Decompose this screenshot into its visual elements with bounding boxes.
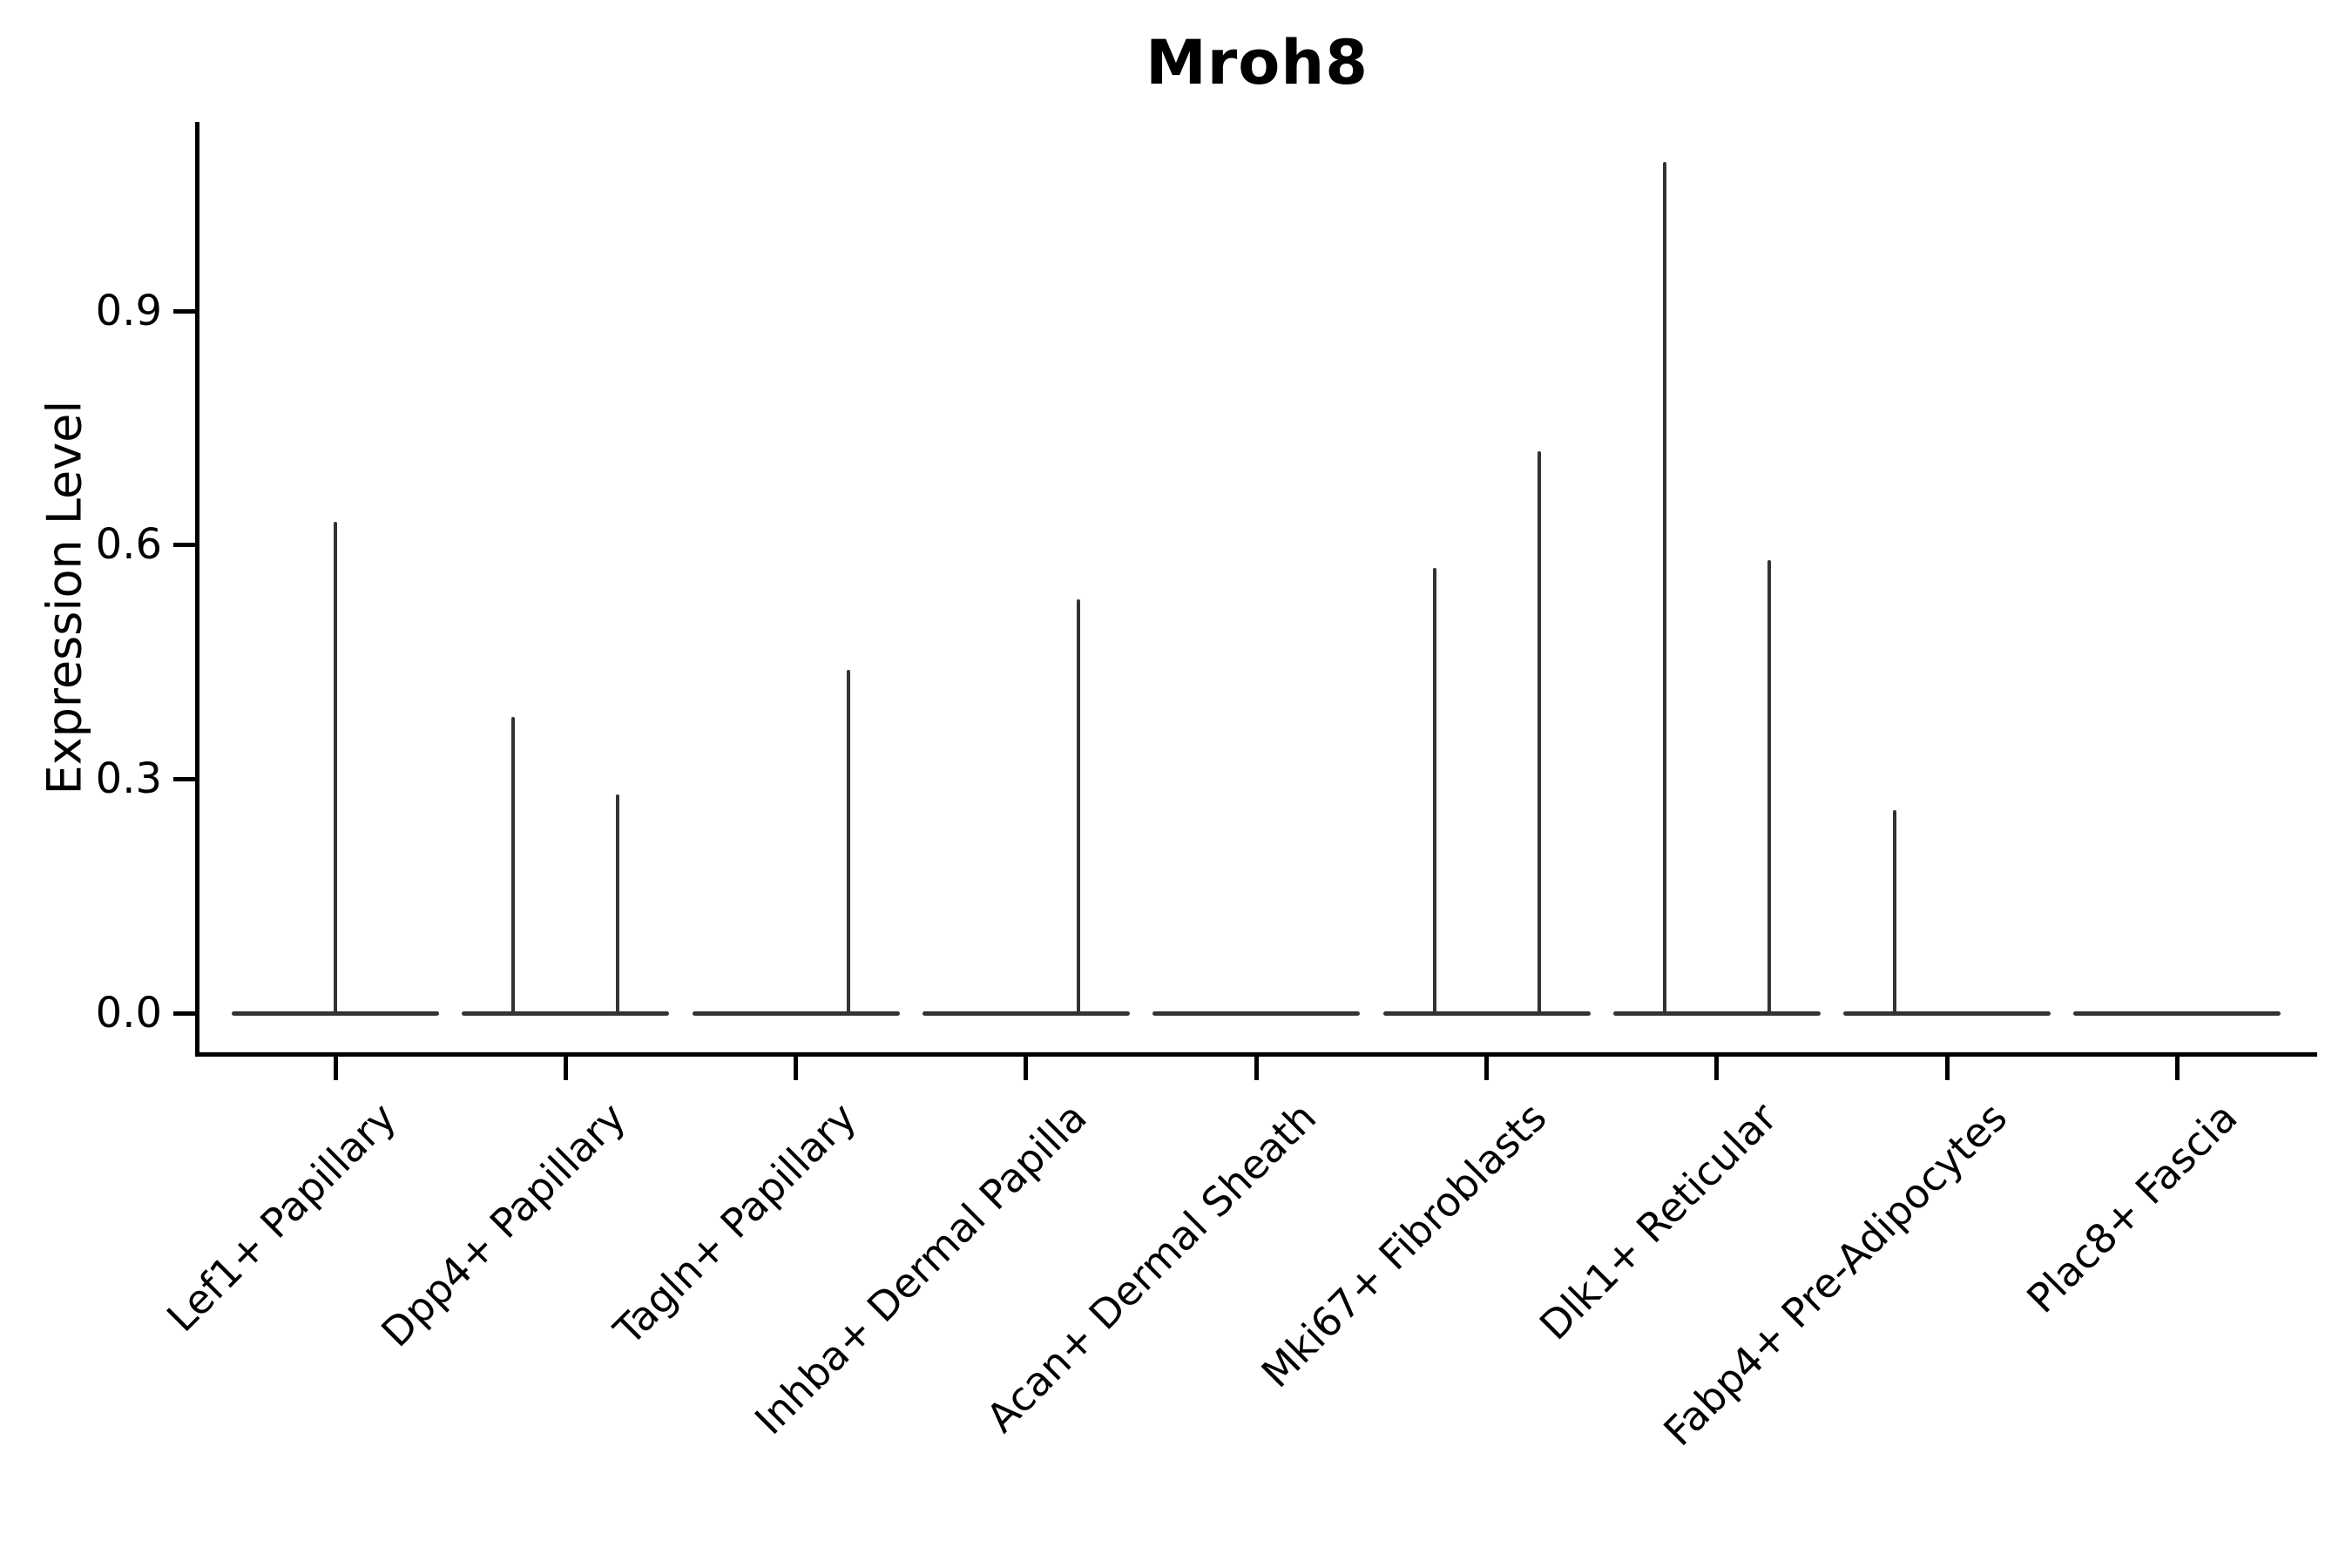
y-axis-line [195, 122, 199, 1057]
x-tick-label: Dpp4+ Papillary [372, 1093, 635, 1356]
x-tick-label: Dlk1+ Reticular [1531, 1093, 1787, 1349]
y-tick-label: 0.9 [95, 286, 162, 335]
x-tick [1944, 1057, 1950, 1080]
violin-spike [1662, 162, 1666, 1013]
violin-spike [846, 669, 850, 1013]
violin-baseline [1612, 1010, 1821, 1016]
violin-spike [1893, 810, 1897, 1013]
x-tick-label: Tagln+ Papillary [605, 1093, 866, 1355]
x-tick [563, 1057, 568, 1080]
violin-baseline [1843, 1010, 2051, 1016]
y-tick-label: 0.6 [95, 520, 162, 570]
x-tick [1024, 1057, 1029, 1080]
violin-baseline [692, 1010, 900, 1016]
violin-spike [1432, 568, 1436, 1013]
y-tick [173, 543, 197, 548]
violin-baseline [2073, 1010, 2281, 1016]
y-tick-label: 0.3 [95, 754, 162, 804]
x-tick-label: Plac8+ Fascia [2017, 1093, 2247, 1322]
x-tick-label: Lef1+ Papillary [157, 1093, 405, 1342]
y-tick [173, 1011, 197, 1016]
x-tick [1254, 1057, 1259, 1080]
violin-spike [1076, 599, 1080, 1013]
violin-spike [1767, 560, 1771, 1013]
x-tick [333, 1057, 338, 1080]
violin-spike [616, 794, 620, 1013]
violin-baseline [232, 1010, 439, 1016]
x-tick [1714, 1057, 1720, 1080]
y-tick [173, 777, 197, 782]
y-tick-label: 0.0 [95, 989, 162, 1037]
violin-spike [511, 716, 516, 1013]
x-axis-line [195, 1052, 2317, 1057]
violin-baseline [922, 1010, 1130, 1016]
x-tick [2174, 1057, 2180, 1080]
x-tick [794, 1057, 799, 1080]
x-tick [1484, 1057, 1489, 1080]
violin-baseline [1152, 1010, 1361, 1016]
violin-baseline [1382, 1010, 1591, 1016]
y-axis-label: Expression Level [37, 400, 92, 795]
chart-title: Mroh8 [1146, 27, 1369, 98]
y-tick [173, 308, 197, 314]
violin-spike [334, 521, 337, 1013]
violin-spike [1537, 450, 1541, 1013]
violin-baseline [462, 1010, 670, 1016]
